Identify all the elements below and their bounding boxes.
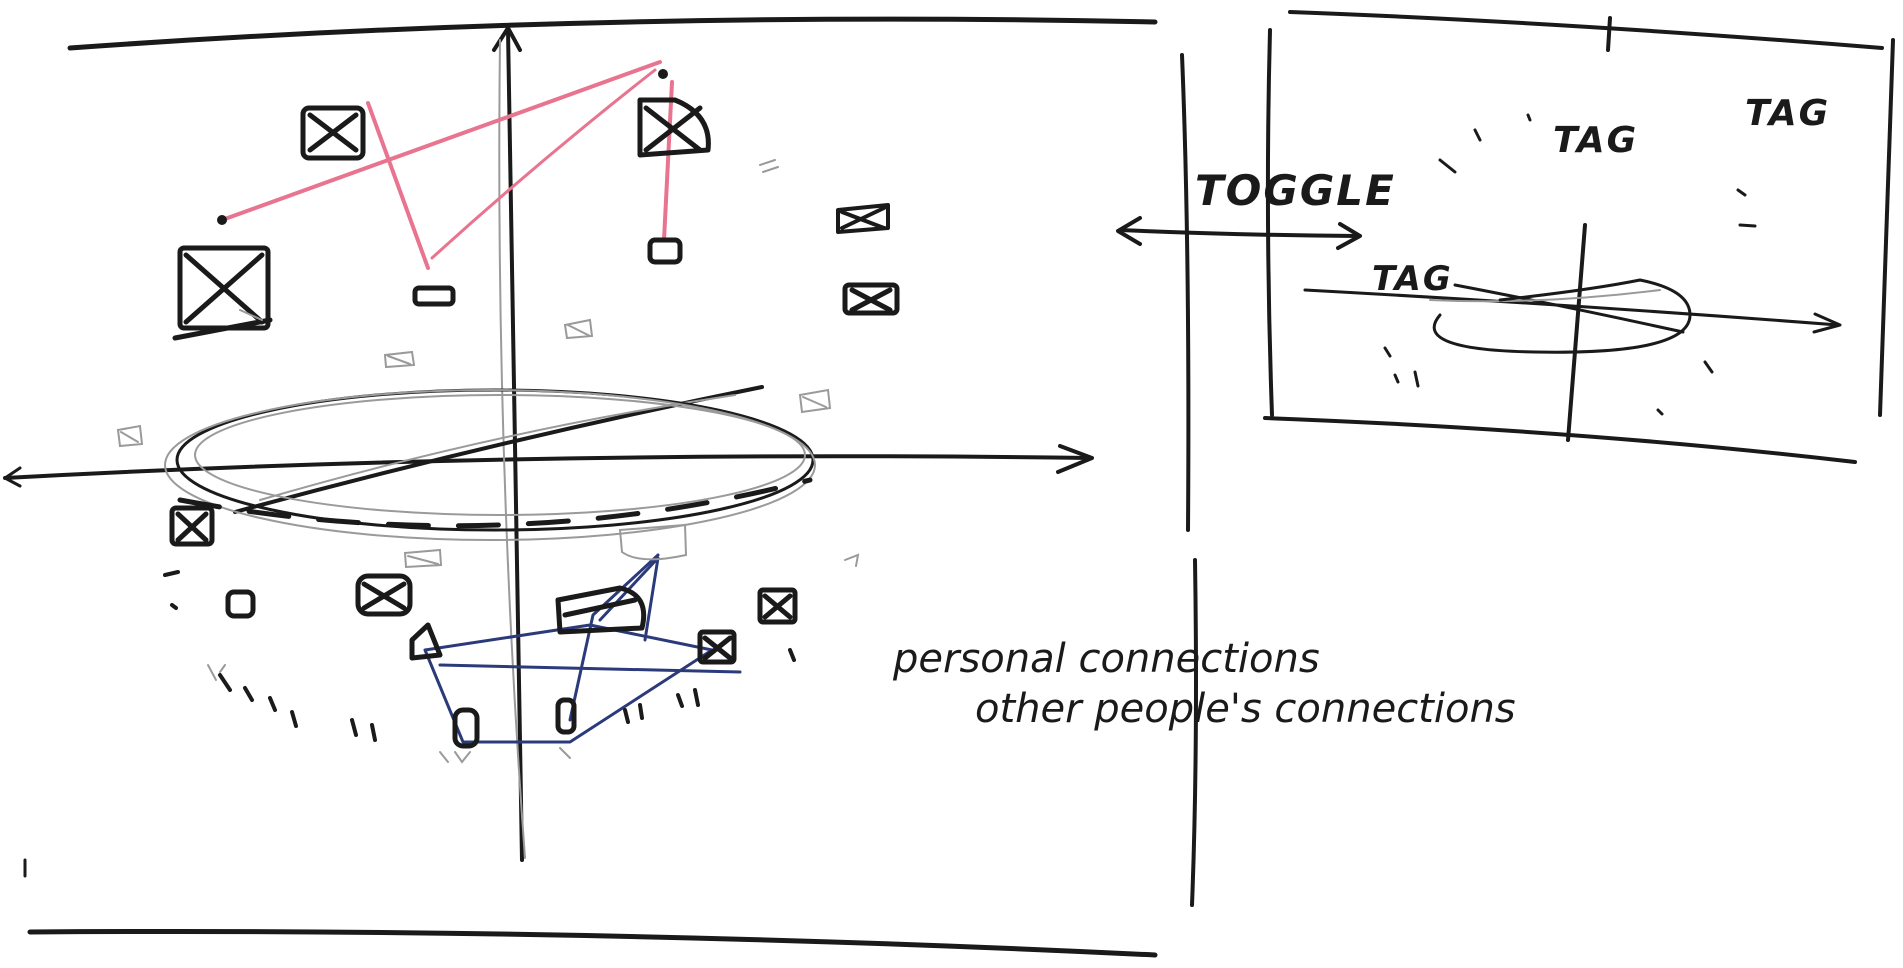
x-axis	[3, 454, 1092, 480]
content-card	[412, 285, 456, 307]
connection-line	[438, 663, 742, 674]
y-axis-arrow	[492, 26, 522, 52]
preview-left-edge	[1265, 28, 1274, 417]
preview-x-axis	[1303, 288, 1840, 327]
preview-tag-label[interactable]: TAG	[1372, 259, 1453, 299]
content-cards	[169, 97, 900, 749]
content-card	[409, 622, 443, 661]
z-axis	[233, 385, 764, 514]
panel-divider-bottom	[1190, 558, 1198, 907]
main-panel-top-edge	[67, 16, 1158, 51]
content-card	[300, 105, 366, 161]
axes-3d	[3, 26, 1094, 862]
orbit-ring-faint	[164, 389, 816, 541]
connection-line	[220, 60, 662, 222]
main-panel-bottom-edge	[27, 928, 1158, 958]
content-card	[555, 697, 577, 735]
content-card	[637, 97, 711, 158]
connection-node	[217, 215, 227, 225]
content-card	[836, 203, 890, 234]
content-card	[842, 282, 900, 316]
personal-connections-lines	[217, 60, 674, 270]
panel-divider-top	[1180, 53, 1191, 532]
preview-top-edge	[1288, 10, 1884, 50]
main-panel: personal connections other people's conn…	[3, 16, 1516, 958]
preview-tick-marks	[1383, 113, 1757, 416]
tick-marks	[163, 570, 796, 742]
toggle-track[interactable]	[1118, 228, 1360, 238]
content-card	[172, 245, 273, 341]
content-card	[225, 589, 256, 619]
others-connections-lines	[423, 553, 742, 744]
preview-tag-label[interactable]: TAG	[1745, 93, 1830, 134]
preview-z-axis	[1453, 283, 1685, 334]
toggle-arrow-right	[1336, 222, 1362, 250]
content-card	[697, 629, 737, 665]
content-card	[452, 707, 480, 749]
connection-line	[423, 623, 714, 744]
legend-others-connections: other people's connections	[975, 686, 1516, 732]
connection-line	[366, 101, 430, 270]
x-axis-arrow-left	[3, 466, 22, 488]
connection-line	[568, 553, 660, 722]
content-card	[355, 573, 413, 617]
content-card	[647, 237, 683, 265]
orbit-ring-dashes	[177, 477, 813, 529]
preview-tag-label[interactable]: TAG	[1553, 120, 1638, 161]
orbit-ellipse	[164, 388, 816, 541]
toggle-label: TOGGLE	[1195, 166, 1396, 215]
orbit-ring-inner	[194, 394, 806, 516]
connection-line	[662, 80, 674, 242]
preview-z-ghost	[1429, 289, 1661, 303]
preview-y-axis	[1566, 223, 1587, 442]
y-axis	[506, 28, 524, 862]
preview-right-edge	[1878, 38, 1895, 417]
faint-tags	[116, 159, 860, 569]
x-axis-arrow	[1056, 444, 1094, 474]
preview-orbit	[1432, 278, 1692, 354]
toggle-arrow-left	[1116, 216, 1142, 246]
preview-bottom-edge	[1263, 416, 1857, 464]
connection-line	[430, 68, 657, 260]
connection-node	[658, 69, 668, 79]
toggle-control[interactable]: TOGGLE	[1116, 166, 1396, 250]
content-card	[757, 587, 798, 625]
preview-panel: TAG TAG TAG	[1263, 10, 1895, 464]
tick-marks-faint	[207, 664, 571, 764]
z-axis-ghost	[259, 394, 736, 501]
preview-x-arrow	[1812, 312, 1842, 334]
content-card	[555, 585, 647, 635]
content-card	[169, 505, 215, 547]
legend-personal-connections: personal connections	[892, 636, 1320, 682]
preview-top-tick	[1606, 16, 1612, 52]
connection-line	[598, 556, 660, 642]
